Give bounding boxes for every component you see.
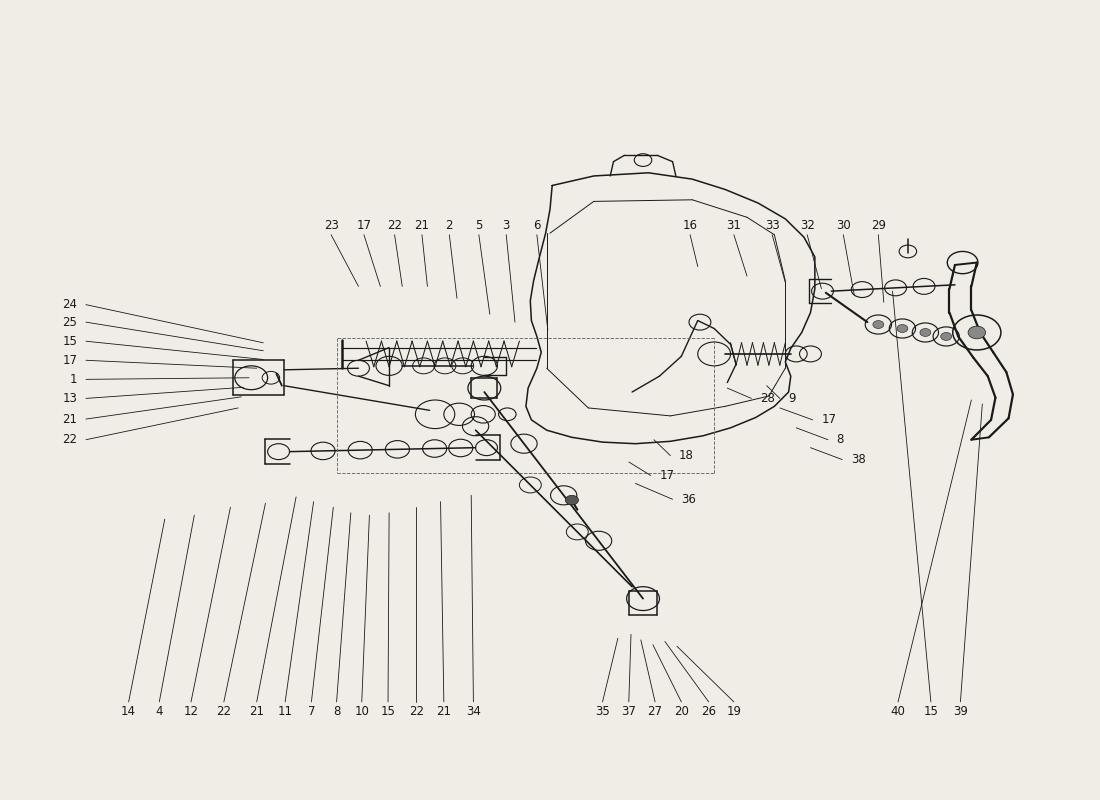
Text: 20: 20	[674, 705, 689, 718]
Text: 8: 8	[333, 705, 340, 718]
Text: 31: 31	[726, 218, 741, 232]
Text: 35: 35	[595, 705, 609, 718]
Text: 15: 15	[63, 334, 77, 348]
Text: 23: 23	[323, 218, 339, 232]
Text: 2: 2	[446, 218, 453, 232]
Text: 22: 22	[217, 705, 231, 718]
Text: 36: 36	[681, 493, 696, 506]
Circle shape	[940, 333, 952, 341]
Circle shape	[968, 326, 986, 339]
Text: 38: 38	[851, 453, 866, 466]
Text: 26: 26	[701, 705, 716, 718]
Text: 6: 6	[534, 218, 540, 232]
Circle shape	[565, 495, 579, 505]
Text: 15: 15	[381, 705, 396, 718]
Text: 29: 29	[871, 218, 886, 232]
Circle shape	[896, 325, 907, 333]
Text: 8: 8	[837, 434, 844, 446]
Text: 22: 22	[409, 705, 424, 718]
Text: 3: 3	[503, 218, 510, 232]
Text: 30: 30	[836, 218, 850, 232]
Text: 10: 10	[354, 705, 370, 718]
Text: 21: 21	[63, 413, 77, 426]
Text: 40: 40	[891, 705, 905, 718]
Text: 21: 21	[250, 705, 264, 718]
Text: 9: 9	[789, 392, 796, 405]
Text: 17: 17	[63, 354, 77, 366]
Text: 18: 18	[679, 449, 694, 462]
Text: 24: 24	[63, 298, 77, 311]
Text: 17: 17	[356, 218, 372, 232]
Text: 7: 7	[308, 705, 316, 718]
Text: 19: 19	[726, 705, 741, 718]
Text: 15: 15	[923, 705, 938, 718]
Text: 22: 22	[387, 218, 403, 232]
Text: 32: 32	[800, 218, 815, 232]
Text: 4: 4	[155, 705, 163, 718]
Text: 14: 14	[121, 705, 136, 718]
Circle shape	[873, 321, 883, 329]
Text: 11: 11	[277, 705, 293, 718]
Circle shape	[920, 329, 931, 337]
Text: 25: 25	[63, 316, 77, 329]
Text: 21: 21	[415, 218, 429, 232]
Text: 27: 27	[648, 705, 662, 718]
Text: 28: 28	[760, 392, 775, 405]
Text: 1: 1	[69, 373, 77, 386]
Text: 16: 16	[683, 218, 697, 232]
Text: 33: 33	[764, 218, 780, 232]
Text: 13: 13	[63, 392, 77, 405]
Text: 5: 5	[475, 218, 483, 232]
Text: 39: 39	[953, 705, 968, 718]
Text: 12: 12	[184, 705, 198, 718]
Text: 21: 21	[437, 705, 451, 718]
Text: 22: 22	[63, 434, 77, 446]
Text: 17: 17	[822, 414, 836, 426]
Text: 17: 17	[659, 469, 674, 482]
Text: 34: 34	[466, 705, 481, 718]
Text: 37: 37	[621, 705, 636, 718]
